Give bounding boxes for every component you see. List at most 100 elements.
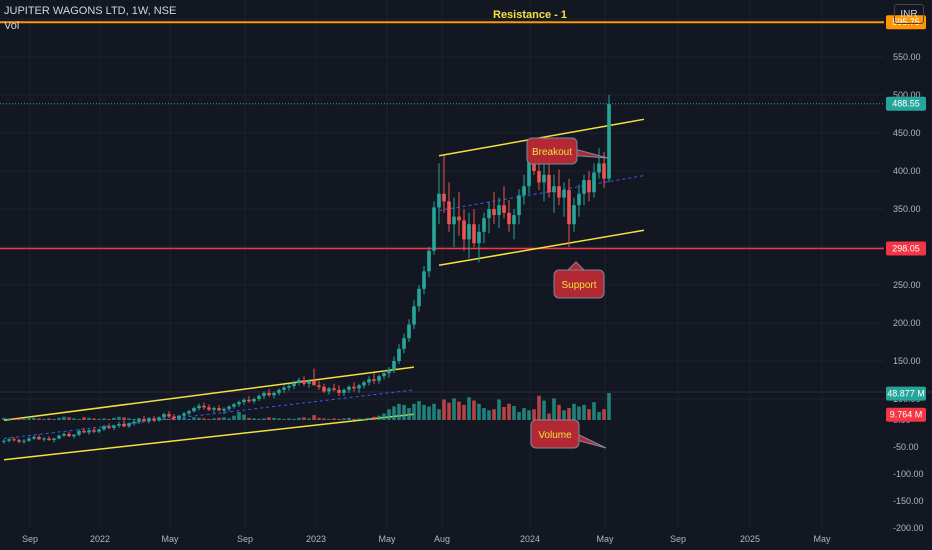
volume-bar (407, 408, 411, 420)
price-axis-tick: 200.00 (893, 318, 921, 328)
candle-body (402, 338, 406, 349)
candle-body (117, 424, 121, 426)
volume-bar (262, 418, 266, 420)
volume-bar (162, 418, 166, 420)
candle-body (517, 195, 521, 216)
candle-body (462, 220, 466, 240)
candle-body (297, 380, 301, 384)
volume-tag (886, 386, 926, 401)
volume-bar (37, 418, 41, 420)
support-callout-label: Support (561, 280, 596, 291)
volume-bar (437, 409, 441, 420)
support-callout[interactable] (553, 269, 605, 299)
breakout-callout[interactable] (526, 137, 578, 165)
volume-bar (582, 404, 586, 420)
channel-lower-line[interactable] (438, 229, 645, 266)
candle-body (222, 408, 226, 411)
volume-bar (92, 418, 96, 420)
candle-body (207, 407, 211, 410)
candle-body (427, 250, 431, 272)
candle-body (167, 414, 171, 417)
channel-middle-line (3, 389, 415, 440)
candle-body (352, 386, 356, 389)
volume-bar (302, 417, 306, 420)
candle-body (142, 419, 146, 422)
candle-body (47, 438, 51, 441)
candle-body (237, 402, 241, 405)
candle-body (332, 388, 336, 390)
candle-body (392, 361, 396, 371)
volume-bar (392, 406, 396, 420)
candle-body (407, 324, 411, 339)
candle-body (227, 406, 231, 409)
volume-bar (97, 418, 101, 420)
candle-body (562, 190, 566, 198)
candle-body (217, 408, 221, 411)
candle-body (287, 386, 291, 388)
volume-bar (7, 418, 11, 420)
volume-bar (267, 417, 271, 420)
candle-body (172, 416, 176, 418)
volume-bar (67, 417, 71, 420)
candle-body (242, 399, 246, 403)
candle-body (497, 205, 501, 216)
candle-body (127, 423, 131, 427)
volume-indicator-label[interactable]: Vol (4, 20, 20, 32)
volume-tag-label: 48.877 M (887, 389, 925, 399)
volume-bar (607, 393, 611, 420)
candle-body (597, 163, 601, 173)
volume-tag (886, 407, 926, 422)
volume-callout[interactable] (530, 419, 580, 449)
volume-bar (557, 404, 561, 420)
candle-body (387, 370, 391, 374)
volume-bar (327, 418, 331, 420)
volume-bar (277, 418, 281, 420)
price-tag-label: 595.75 (892, 17, 920, 27)
time-axis-tick: Sep (237, 534, 253, 544)
candle-body (112, 425, 116, 428)
candle-body (572, 205, 576, 225)
candle-body (32, 437, 36, 439)
candle-body (442, 193, 446, 202)
candle-body (587, 180, 591, 193)
currency-button[interactable]: INR (894, 4, 924, 24)
volume-bar (577, 406, 581, 420)
volume-bar (447, 402, 451, 420)
volume-bar (137, 418, 141, 420)
volume-bar (112, 417, 116, 420)
price-axis-tick: 150.00 (893, 356, 921, 366)
candle-body (437, 193, 441, 208)
volume-bar (207, 418, 211, 420)
candle-body (432, 207, 436, 251)
candle-body (17, 440, 21, 442)
candle-body (232, 404, 236, 407)
volume-bar (132, 418, 136, 420)
volume-bar (472, 400, 476, 420)
channel-upper-line[interactable] (3, 366, 415, 422)
volume-callout-label: Volume (538, 430, 572, 441)
volume-bar (152, 418, 156, 420)
candle-body (272, 392, 276, 396)
candle-body (487, 209, 491, 219)
volume-axis-tick: -150.00 (893, 496, 924, 506)
volume-bar (57, 417, 61, 420)
price-axis-tick: 400.00 (893, 166, 921, 176)
candle-body (92, 430, 96, 432)
candle-body (382, 373, 386, 377)
candle-body (317, 385, 321, 387)
volume-bar (22, 418, 26, 420)
volume-bar (492, 409, 496, 420)
volume-bar (297, 417, 301, 420)
candle-body (107, 426, 111, 428)
volume-bar (217, 417, 221, 420)
time-axis-tick: 2025 (740, 534, 760, 544)
candle-body (492, 209, 496, 216)
channel-lower-line[interactable] (3, 413, 415, 461)
candle-body (477, 231, 481, 244)
time-axis-tick: 2023 (306, 534, 326, 544)
price-tag-label: 488.55 (892, 99, 920, 109)
candle-body (202, 405, 206, 408)
volume-bar (287, 418, 291, 420)
volume-bar (227, 418, 231, 420)
